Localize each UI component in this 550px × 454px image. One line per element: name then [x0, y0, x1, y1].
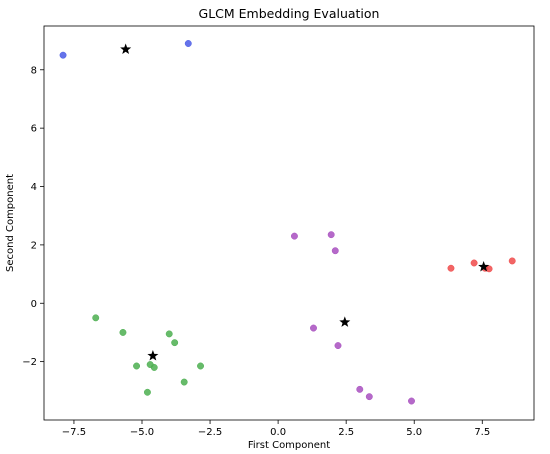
data-point	[470, 259, 478, 267]
y-tick-label: 0	[31, 299, 37, 310]
centroid-star	[339, 316, 351, 327]
x-axis-ticks: −7.5 −5.0 −2.5 0.0 2.5 5.0 7.5	[62, 420, 490, 438]
data-point	[143, 388, 151, 396]
x-tick-label: 0.0	[270, 427, 286, 438]
y-axis-ticks: −2 0 2 4 6 8	[22, 65, 44, 368]
data-point	[133, 362, 141, 370]
data-point	[356, 385, 364, 393]
data-point	[365, 393, 373, 401]
y-tick-label: 4	[31, 182, 37, 193]
x-tick-label: 7.5	[474, 427, 490, 438]
series-1	[92, 314, 204, 396]
data-point	[184, 40, 192, 47]
x-tick-label: 5.0	[406, 427, 422, 438]
chart-title: GLCM Embedding Evaluation	[199, 6, 380, 21]
data-point	[447, 264, 455, 272]
data-point	[92, 314, 100, 322]
x-axis-label: First Component	[248, 440, 330, 451]
data-point	[119, 328, 127, 336]
data-point	[310, 324, 317, 332]
data-point	[508, 257, 516, 265]
plot-area	[43, 25, 535, 421]
x-tick-label: −7.5	[62, 427, 86, 438]
y-tick-label: 8	[31, 65, 37, 76]
data-point	[334, 342, 342, 350]
y-tick-label: 6	[31, 124, 37, 135]
data-point	[327, 231, 335, 239]
data-point	[165, 330, 173, 338]
x-tick-label: −5.0	[130, 427, 154, 438]
centroid-star	[147, 349, 159, 361]
y-axis-label: Second Component	[5, 174, 16, 272]
data-point	[197, 362, 204, 370]
centroid-layer	[120, 43, 490, 361]
centroid-star	[478, 260, 490, 272]
series-layer	[59, 40, 516, 405]
x-tick-label: 2.5	[338, 427, 354, 438]
data-point	[171, 339, 179, 347]
series-2	[290, 231, 415, 405]
x-tick-label: −2.5	[198, 427, 222, 438]
y-tick-label: −2	[22, 357, 37, 368]
plot-frame	[43, 25, 535, 421]
data-point	[150, 364, 158, 371]
data-point	[408, 397, 415, 405]
data-point	[59, 51, 67, 59]
series-0	[59, 40, 192, 59]
data-point	[180, 378, 188, 386]
y-tick-label: 2	[31, 240, 37, 251]
centroid-star	[120, 43, 132, 55]
data-point	[290, 232, 298, 240]
data-point	[331, 247, 339, 255]
